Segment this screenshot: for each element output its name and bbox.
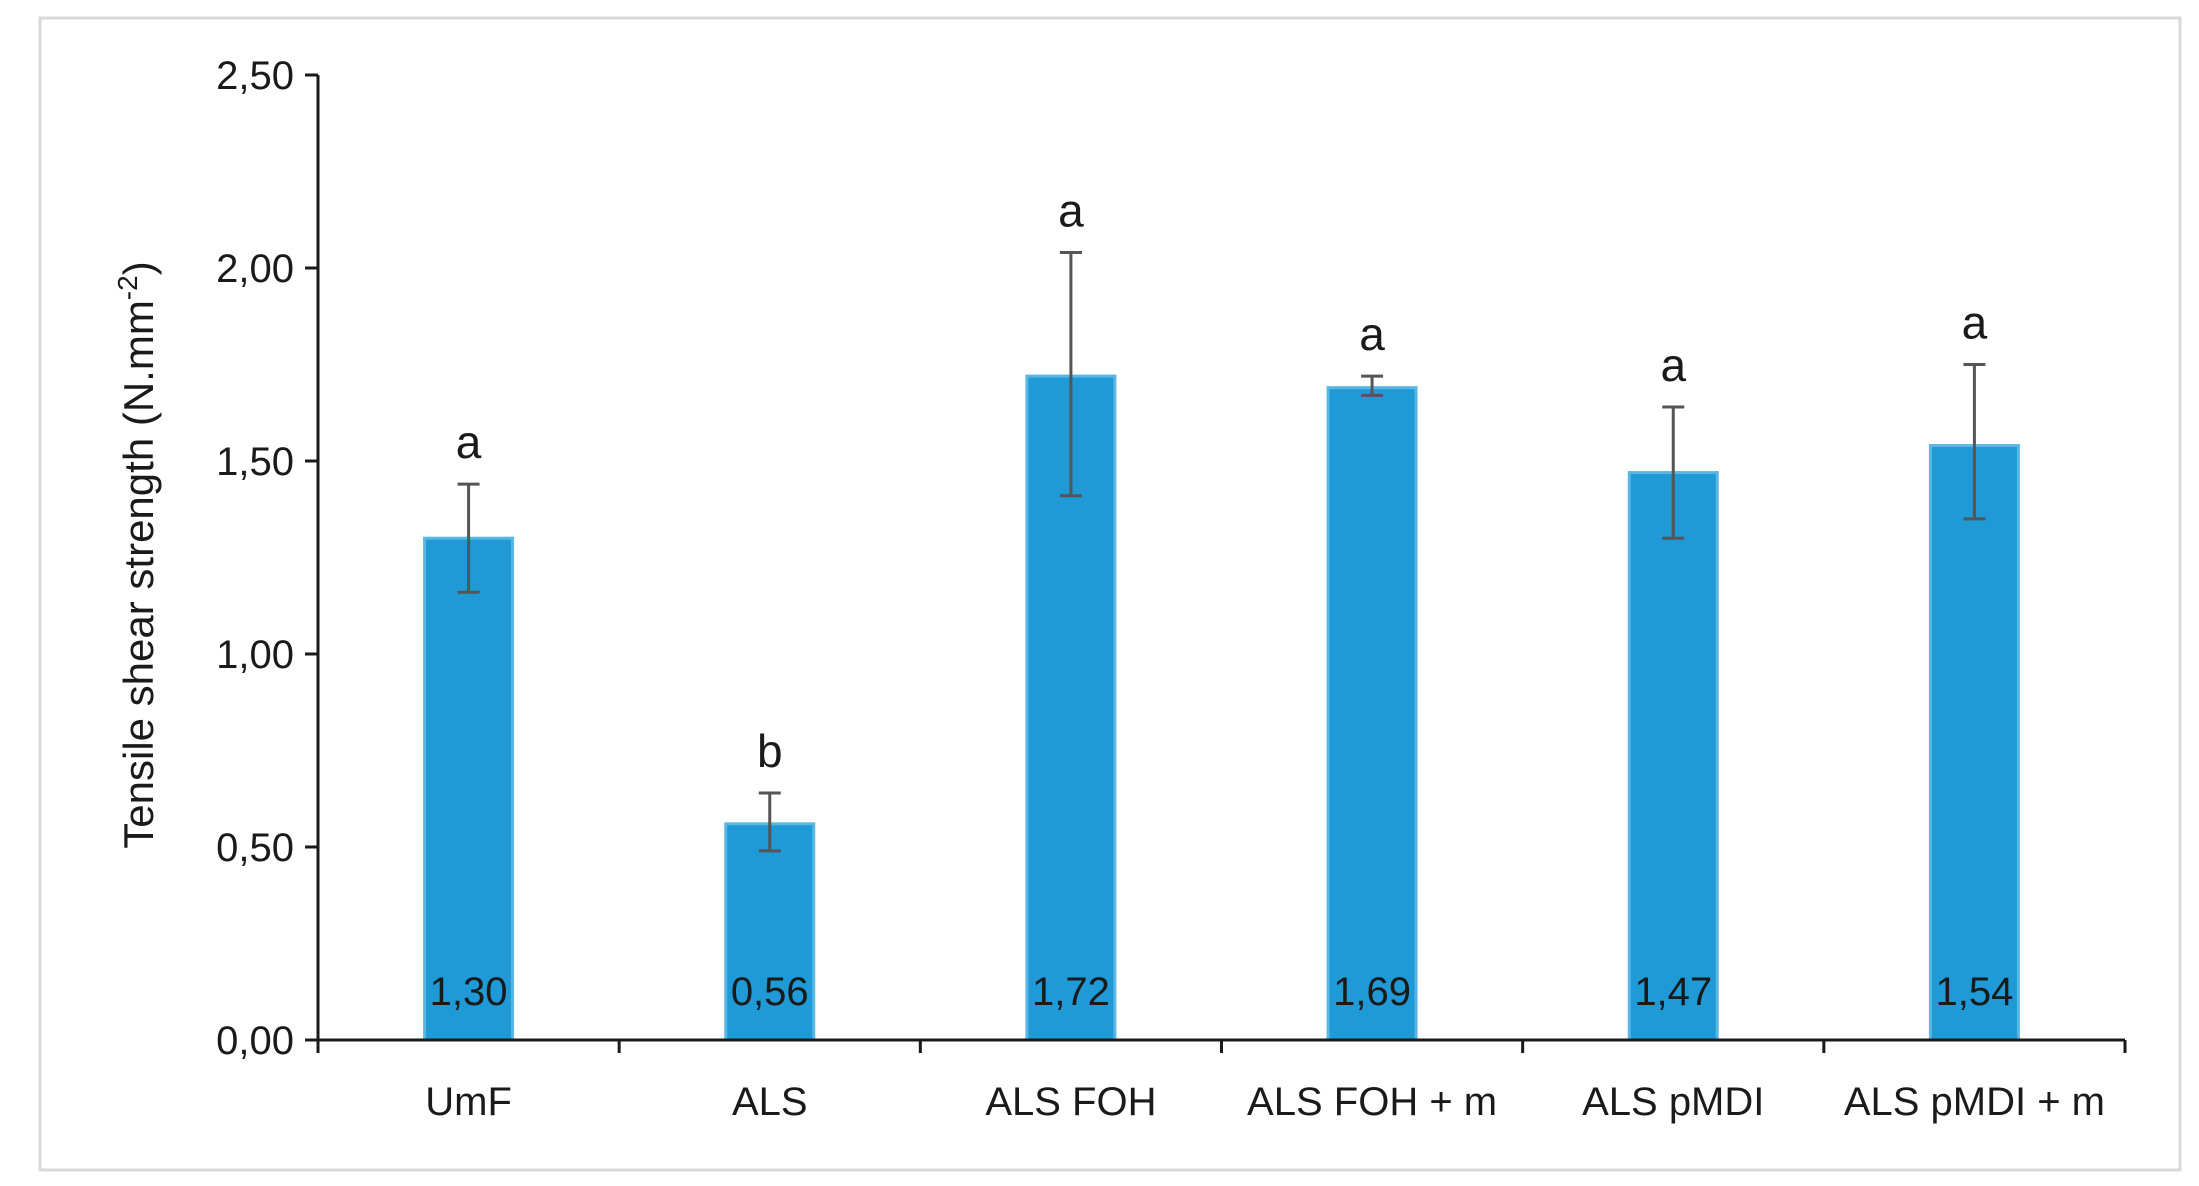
bar-3 [1326,386,1418,1042]
bar-2 [1025,374,1117,1042]
significance-letter-1: b [757,725,783,777]
x-tick-label-0: UmF [425,1080,512,1124]
data-label-0: 1,30 [430,970,508,1014]
x-tick-label-1: ALS [732,1080,808,1124]
y-axis-title-suffix: ) [115,261,162,275]
y-tick-label-3: 1,50 [216,440,294,484]
significance-letter-0: a [456,416,482,468]
bar-5 [1928,444,2020,1042]
bar-4 [1627,471,1719,1042]
data-label-3: 1,69 [1333,970,1411,1014]
y-tick-label-4: 2,00 [216,247,294,291]
significance-letter-3: a [1359,308,1385,360]
axes [305,73,2127,1053]
data-label-2: 1,72 [1032,970,1110,1014]
labels: a 1,30 UmF b 0,56 ALS a 1,72 ALS FOH a 1,69 ALS FOH… [216,54,2105,1124]
y-tick-label-2: 1,00 [216,633,294,677]
significance-letter-5: a [1962,297,1988,349]
y-axis-title-superscript: -2 [112,275,143,300]
y-tick-label-5: 2,50 [216,54,294,98]
bars [423,374,2020,1042]
x-tick-label-4: ALS pMDI [1582,1080,1764,1124]
y-tick-label-0: 0,00 [216,1019,294,1063]
x-tick-label-5: ALS pMDI + m [1844,1080,2105,1124]
x-tick-label-3: ALS FOH + m [1247,1080,1497,1124]
data-label-4: 1,47 [1634,970,1712,1014]
y-tick-label-1: 0,50 [216,826,294,870]
bar-0 [423,536,515,1042]
data-label-5: 1,54 [1935,970,2013,1014]
y-axis-title: Tensile shear strength (N.mm-2) [112,261,162,848]
significance-letter-4: a [1660,339,1686,391]
significance-letter-2: a [1058,185,1084,237]
error-bars [457,251,1986,853]
data-label-1: 0,56 [731,970,809,1014]
x-tick-label-2: ALS FOH [985,1080,1156,1124]
